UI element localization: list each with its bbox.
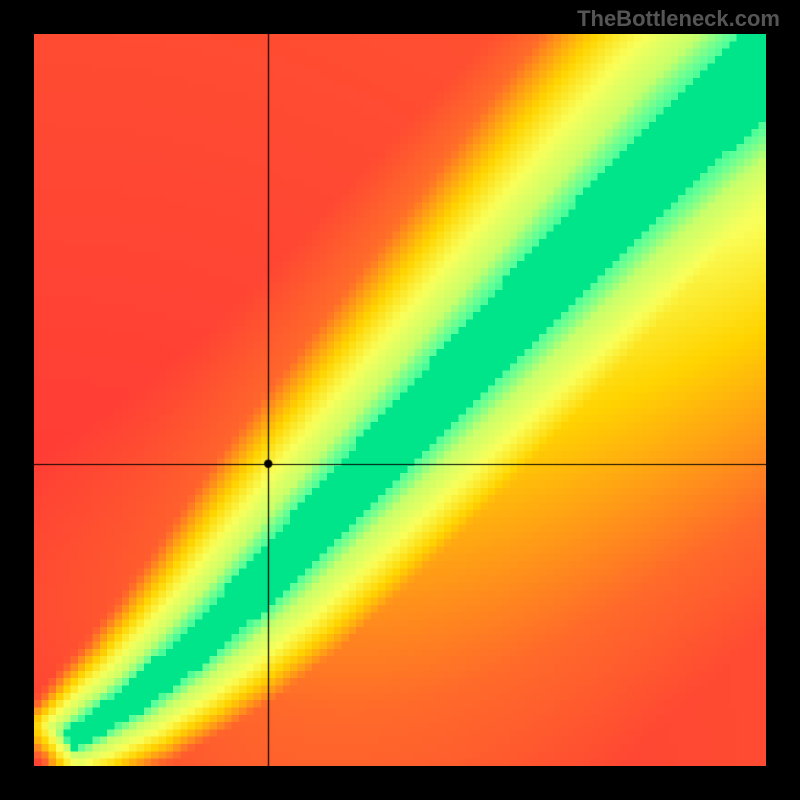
chart-container: TheBottleneck.com (0, 0, 800, 800)
crosshair-overlay (34, 34, 766, 766)
watermark-text: TheBottleneck.com (577, 6, 780, 32)
